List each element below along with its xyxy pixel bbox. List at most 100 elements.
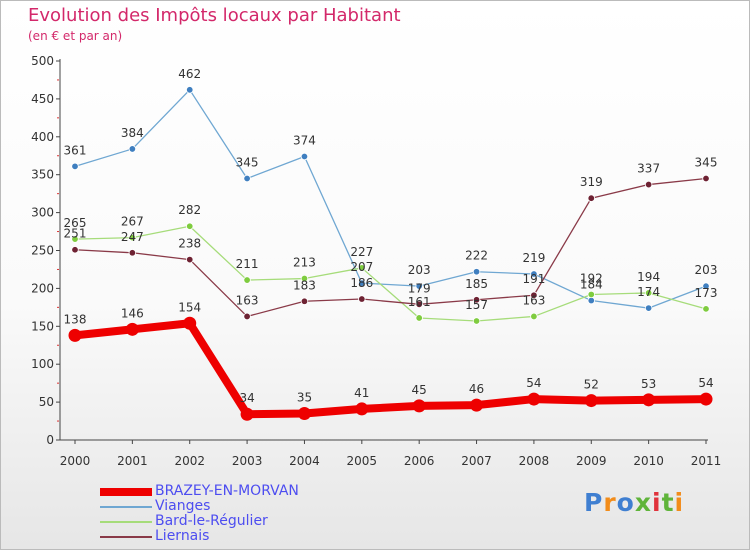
data-point xyxy=(644,289,653,297)
data-label: 52 xyxy=(584,378,599,392)
legend-label: Vianges xyxy=(155,498,211,514)
data-label: 163 xyxy=(522,293,545,307)
y-tick-label: 200 xyxy=(31,281,54,295)
data-label: 53 xyxy=(641,377,656,391)
y-tick-label: 300 xyxy=(31,206,54,220)
data-label: 361 xyxy=(64,143,87,157)
data-label: 207 xyxy=(350,260,373,274)
y-tick-label: 350 xyxy=(31,168,54,182)
data-point xyxy=(243,276,251,284)
data-point xyxy=(530,312,538,321)
legend-label: Bard-le-Régulier xyxy=(155,513,268,529)
x-tick-label: 2002 xyxy=(174,454,205,468)
logo-letter: x xyxy=(634,488,652,517)
legend-swatch xyxy=(100,488,152,496)
logo-letter: t xyxy=(661,488,675,517)
y-tick-label: 450 xyxy=(31,92,54,106)
data-point xyxy=(644,180,653,189)
data-point xyxy=(300,297,309,305)
data-label: 282 xyxy=(178,203,201,217)
data-point xyxy=(358,279,366,287)
logo-letter: o xyxy=(616,488,635,517)
data-point xyxy=(71,235,79,243)
data-label: 184 xyxy=(580,278,603,292)
data-label: 462 xyxy=(178,67,201,81)
x-tick-label: 2001 xyxy=(117,454,148,468)
data-point xyxy=(186,222,194,230)
data-point xyxy=(472,296,481,304)
data-label: 345 xyxy=(695,155,718,169)
data-point xyxy=(642,393,656,407)
data-point xyxy=(470,398,484,412)
data-label: 203 xyxy=(695,263,718,277)
data-point xyxy=(702,174,710,183)
data-point xyxy=(358,295,366,303)
data-label: 54 xyxy=(526,376,541,390)
data-label: 251 xyxy=(64,227,87,241)
data-label: 267 xyxy=(121,215,144,229)
data-label: 174 xyxy=(637,285,660,299)
data-label: 345 xyxy=(236,155,259,169)
data-point xyxy=(358,264,366,272)
data-label: 41 xyxy=(354,386,369,400)
data-point xyxy=(128,233,137,242)
x-tick-label: 2003 xyxy=(232,454,263,468)
chart-title: Evolution des Impôts locaux par Habitant xyxy=(28,5,401,26)
data-label: 186 xyxy=(350,276,373,290)
data-point xyxy=(472,268,481,276)
data-point xyxy=(702,305,710,313)
data-label: 265 xyxy=(64,216,87,230)
logo-letter: r xyxy=(603,488,617,517)
y-tick-label: 0 xyxy=(46,433,54,447)
data-point xyxy=(186,255,194,264)
data-point xyxy=(183,316,197,330)
data-point xyxy=(530,291,538,299)
y-tick-label: 150 xyxy=(31,319,54,333)
data-label: 213 xyxy=(293,256,316,270)
data-label: 222 xyxy=(465,249,488,263)
x-tick-label: 2006 xyxy=(404,454,435,468)
data-point xyxy=(297,406,311,420)
data-point xyxy=(699,392,713,406)
legend-swatch xyxy=(100,506,152,508)
data-point xyxy=(243,174,251,183)
data-label: 138 xyxy=(64,312,87,326)
x-tick-label: 2007 xyxy=(461,454,492,468)
data-label: 203 xyxy=(408,263,431,277)
data-label: 173 xyxy=(695,286,718,300)
data-point xyxy=(355,402,369,416)
logo-letter: P xyxy=(584,488,604,517)
data-point xyxy=(530,270,538,278)
data-point xyxy=(527,392,541,406)
data-label: 45 xyxy=(412,383,427,397)
data-point xyxy=(186,86,194,94)
data-label: 54 xyxy=(698,376,713,390)
data-label: 179 xyxy=(408,281,431,295)
series-line xyxy=(74,225,707,322)
y-tick-label: 500 xyxy=(31,54,54,68)
data-point xyxy=(472,317,481,325)
data-label: 194 xyxy=(637,270,660,284)
data-point xyxy=(702,282,710,290)
data-point xyxy=(644,304,653,312)
data-label: 154 xyxy=(178,300,201,314)
data-point xyxy=(68,328,82,342)
data-point xyxy=(300,274,309,283)
chart-subtitle: (en € et par an) xyxy=(28,29,123,43)
series-line xyxy=(71,319,710,419)
proxiti-logo: Proxiti xyxy=(584,488,684,517)
data-label: 219 xyxy=(522,251,545,265)
data-point xyxy=(412,399,426,413)
data-label: 46 xyxy=(469,382,484,396)
x-tick-label: 2000 xyxy=(60,454,91,468)
data-label: 163 xyxy=(236,293,259,307)
x-tick-label: 2009 xyxy=(576,454,607,468)
data-point xyxy=(125,322,139,336)
data-label: 192 xyxy=(580,271,603,285)
data-label: 157 xyxy=(465,298,488,312)
y-tick-label: 50 xyxy=(39,395,54,409)
data-label: 185 xyxy=(465,277,488,291)
y-tick-label: 100 xyxy=(31,357,54,371)
data-point xyxy=(587,290,595,299)
data-point xyxy=(128,145,137,153)
